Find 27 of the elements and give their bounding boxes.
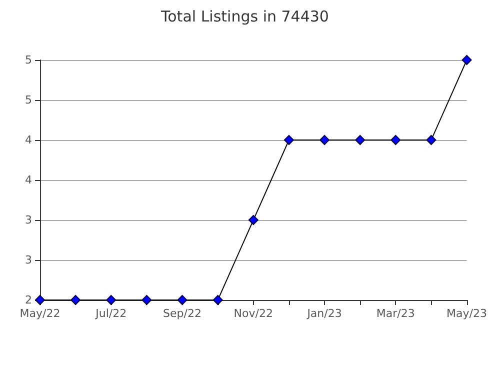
x-tick-label: May/22: [20, 307, 60, 320]
point: [142, 295, 152, 305]
x-tick-label: Sep/22: [163, 307, 202, 320]
point: [284, 135, 294, 145]
y-tick-label: 4: [25, 134, 32, 146]
point: [177, 295, 188, 305]
point: [355, 135, 366, 145]
point: [106, 295, 116, 305]
point: [462, 55, 472, 65]
x-tick-label: Nov/22: [234, 307, 273, 320]
point: [212, 295, 223, 305]
y-tick-label: 4: [25, 174, 32, 186]
y-tick-label: 2: [25, 294, 32, 306]
point: [390, 135, 401, 145]
point: [320, 135, 330, 145]
x-tick-label: May/23: [446, 307, 488, 320]
x-tick-label: Jul/22: [94, 307, 127, 320]
point: [248, 215, 258, 225]
point: [70, 295, 81, 305]
y-tick-label: 3: [25, 254, 32, 266]
y-tick-label: 5: [25, 54, 32, 66]
y-tick-label: 3: [25, 214, 32, 226]
point: [426, 135, 436, 145]
x-tick-label: Jan/23: [306, 307, 342, 320]
chart-title: Total Listings in 74430: [160, 8, 329, 26]
y-tick-label: 5: [25, 94, 32, 106]
x-tick-label: Mar/23: [376, 307, 415, 320]
